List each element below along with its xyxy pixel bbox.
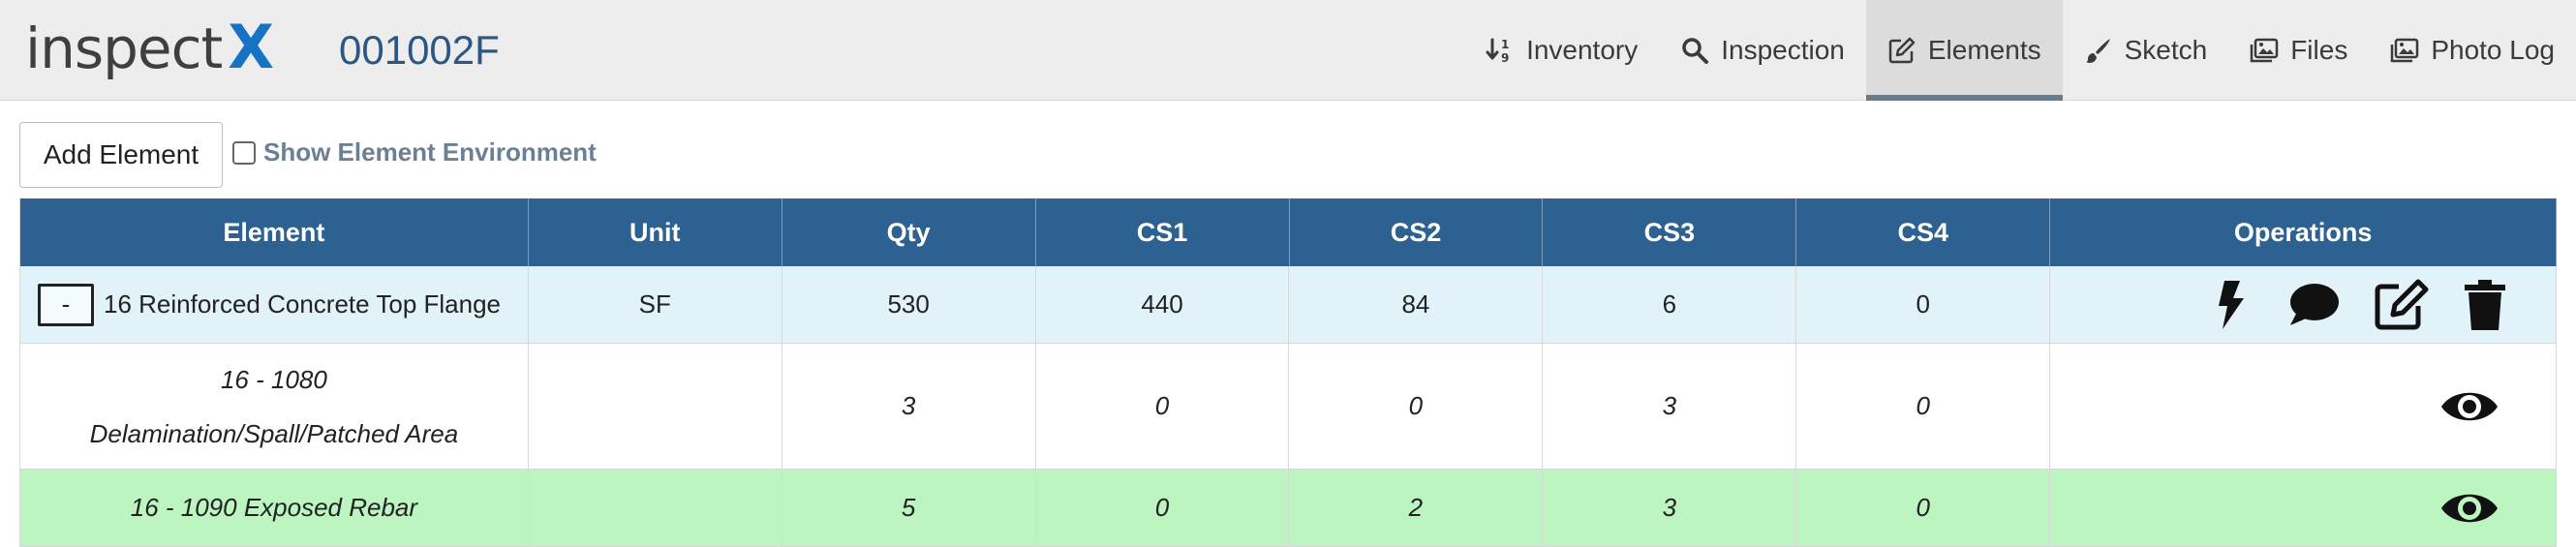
element-cs2: 84 <box>1289 266 1544 344</box>
defect-unit <box>528 470 782 547</box>
defect-operations <box>2050 344 2557 470</box>
nav-elements-label: Elements <box>1927 35 2041 65</box>
defect-cs3: 3 <box>1543 470 1797 547</box>
element-row: - 16 Reinforced Concrete Top Flange SF 5… <box>19 266 2557 344</box>
defect-cs3: 3 <box>1543 344 1797 470</box>
element-name: 16 Reinforced Concrete Top Flange <box>104 289 501 319</box>
logo-word: inspect <box>25 15 223 81</box>
images-icon <box>2250 38 2279 63</box>
sort-numeric-icon: 1 9 <box>1486 38 1509 65</box>
defect-operations <box>2050 470 2557 547</box>
defect-qty: 5 <box>782 470 1036 547</box>
element-cs1: 440 <box>1035 266 1290 344</box>
nav-inventory-label: Inventory <box>1526 35 1639 65</box>
element-cs4: 0 <box>1796 266 2051 344</box>
nav-inspection[interactable]: Inspection <box>1659 0 1866 101</box>
edit-icon[interactable] <box>2374 279 2430 331</box>
app-logo[interactable]: inspect X <box>25 12 275 82</box>
nav-photo-log[interactable]: Photo Log <box>2369 0 2576 101</box>
nav-sketch[interactable]: Sketch <box>2063 0 2229 101</box>
nav-inventory[interactable]: 1 9 Inventory <box>1464 0 1659 101</box>
defect-unit <box>528 344 782 470</box>
logo-accent: X <box>228 12 275 82</box>
svg-text:1: 1 <box>1501 38 1509 51</box>
defect-cs1: 0 <box>1035 344 1290 470</box>
show-environment-label[interactable]: Show Element Environment <box>263 137 597 167</box>
defect-cs4: 0 <box>1796 344 2051 470</box>
col-header-cs3: CS3 <box>1543 198 1797 266</box>
nav-elements[interactable]: Elements <box>1865 0 2063 101</box>
element-operations <box>2050 266 2557 344</box>
eye-icon[interactable] <box>2439 487 2499 530</box>
col-header-qty: Qty <box>782 198 1036 266</box>
defect-row: 16 - 1080 Delamination/Spall/Patched Are… <box>19 344 2557 470</box>
search-icon <box>1682 38 1709 64</box>
nav-sketch-label: Sketch <box>2124 35 2208 65</box>
defect-name: 16 - 1090 Exposed Rebar <box>20 470 529 547</box>
element-cs3: 6 <box>1543 266 1797 344</box>
photo-images-icon <box>2391 38 2419 63</box>
defect-code: 16 - 1080 <box>220 364 327 394</box>
col-header-cs4: CS4 <box>1796 198 2051 266</box>
col-header-element: Element <box>20 198 529 266</box>
defect-cs2: 0 <box>1289 344 1544 470</box>
bolt-icon[interactable] <box>2209 279 2254 331</box>
nav-files[interactable]: Files <box>2228 0 2369 101</box>
nav-inspection-label: Inspection <box>1721 35 1845 65</box>
elements-table: Element Unit Qty CS1 CS2 CS3 CS4 Operati… <box>19 198 2558 547</box>
add-element-button[interactable]: Add Element <box>19 122 223 188</box>
defect-cs1: 0 <box>1035 470 1290 547</box>
col-header-cs1: CS1 <box>1036 198 1290 266</box>
structure-id: 001002F <box>339 27 500 73</box>
nav-files-label: Files <box>2290 35 2348 65</box>
col-header-operations: Operations <box>2050 198 2558 266</box>
defect-description: Delamination/Spall/Patched Area <box>89 418 459 448</box>
main-nav: 1 9 Inventory Inspection Elements S <box>1464 0 2576 101</box>
paintbrush-icon <box>2085 39 2110 63</box>
top-bar: inspect X 001002F 1 9 Inventory Inspecti… <box>0 0 2576 101</box>
defect-qty: 3 <box>782 344 1036 470</box>
collapse-toggle-button[interactable]: - <box>38 283 94 326</box>
comment-icon[interactable] <box>2286 279 2341 331</box>
trash-icon[interactable] <box>2463 279 2507 331</box>
nav-photo-log-label: Photo Log <box>2431 35 2555 65</box>
svg-text:9: 9 <box>1501 51 1509 65</box>
eye-icon[interactable] <box>2439 385 2499 428</box>
col-header-cs2: CS2 <box>1290 198 1544 266</box>
defect-row: 16 - 1090 Exposed Rebar 5 0 2 3 0 <box>19 470 2557 547</box>
element-unit: SF <box>528 266 782 344</box>
show-environment-checkbox[interactable] <box>232 140 256 165</box>
col-header-unit: Unit <box>529 198 782 266</box>
show-element-environment-toggle[interactable]: Show Element Environment <box>232 137 597 167</box>
table-header: Element Unit Qty CS1 CS2 CS3 CS4 Operati… <box>19 198 2558 266</box>
element-name-cell: - 16 Reinforced Concrete Top Flange <box>20 266 529 344</box>
edit-square-icon <box>1888 37 1916 64</box>
defect-name-cell: 16 - 1080 Delamination/Spall/Patched Are… <box>20 344 529 470</box>
defect-cs4: 0 <box>1796 470 2051 547</box>
defect-cs2: 2 <box>1289 470 1544 547</box>
element-qty: 530 <box>782 266 1036 344</box>
